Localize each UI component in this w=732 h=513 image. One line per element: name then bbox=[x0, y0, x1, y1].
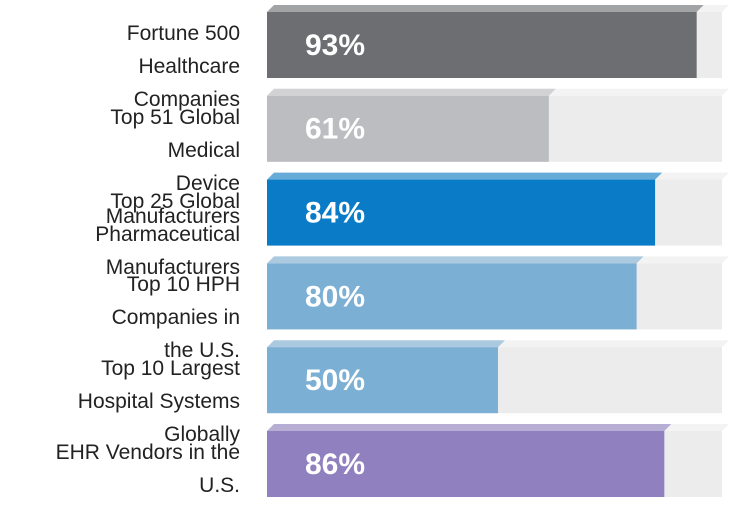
bar-top bbox=[267, 88, 556, 96]
bar bbox=[267, 12, 697, 78]
value-label: 93% bbox=[305, 29, 365, 62]
category-label: Top 25 Global Pharmaceutical Manufacture… bbox=[95, 189, 240, 279]
value-label: 50% bbox=[305, 364, 365, 397]
category-label: Fortune 500 Healthcare Companies bbox=[126, 22, 240, 111]
bar-top bbox=[267, 5, 704, 12]
bar bbox=[267, 263, 637, 330]
bar bbox=[267, 347, 498, 414]
bar-top bbox=[267, 256, 644, 264]
bar bbox=[267, 179, 656, 246]
bar bbox=[267, 95, 549, 162]
bar-top bbox=[267, 340, 505, 348]
bar-top bbox=[267, 424, 672, 431]
bar-top bbox=[267, 172, 663, 180]
value-label: 84% bbox=[305, 197, 365, 230]
value-label: 61% bbox=[305, 113, 365, 146]
value-label: 80% bbox=[305, 280, 365, 313]
value-label: 86% bbox=[305, 448, 365, 481]
category-label: Top 10 Largest Hospital Systems Globally bbox=[77, 357, 240, 447]
bar bbox=[267, 431, 665, 497]
category-label: EHR Vendors in the U.S. bbox=[55, 441, 240, 497]
category-label: Top 51 Global Medical Device Manufacture… bbox=[105, 105, 240, 228]
category-label: Top 10 HPH Companies in the U.S. bbox=[111, 273, 240, 363]
